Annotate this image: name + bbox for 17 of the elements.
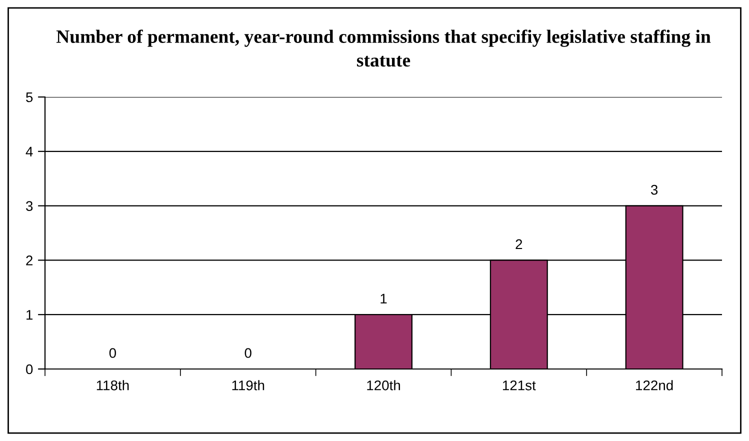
y-tick-label: 3: [26, 201, 33, 211]
x-tick-label: 119th: [232, 380, 264, 390]
data-label: 2: [516, 239, 522, 249]
y-tick-label: 5: [26, 92, 33, 102]
y-tick-label: 0: [26, 364, 33, 374]
chart-title: Number of permanent, year-round commissions that specifiy legislative staffing in statute: [56, 30, 711, 67]
x-tick-label: 118th: [96, 380, 129, 390]
x-tick-label: 120th: [367, 380, 400, 390]
y-tick-label: 2: [26, 256, 32, 266]
data-label: 0: [109, 348, 116, 358]
data-label: 3: [650, 184, 658, 195]
data-label: 0: [244, 348, 252, 358]
y-tick-label: 4: [26, 146, 33, 156]
x-tick-label: 122nd: [636, 380, 673, 390]
y-tick-label: 1: [26, 310, 33, 320]
data-label: 1: [380, 294, 387, 304]
x-tick-label: 121st: [502, 380, 536, 390]
